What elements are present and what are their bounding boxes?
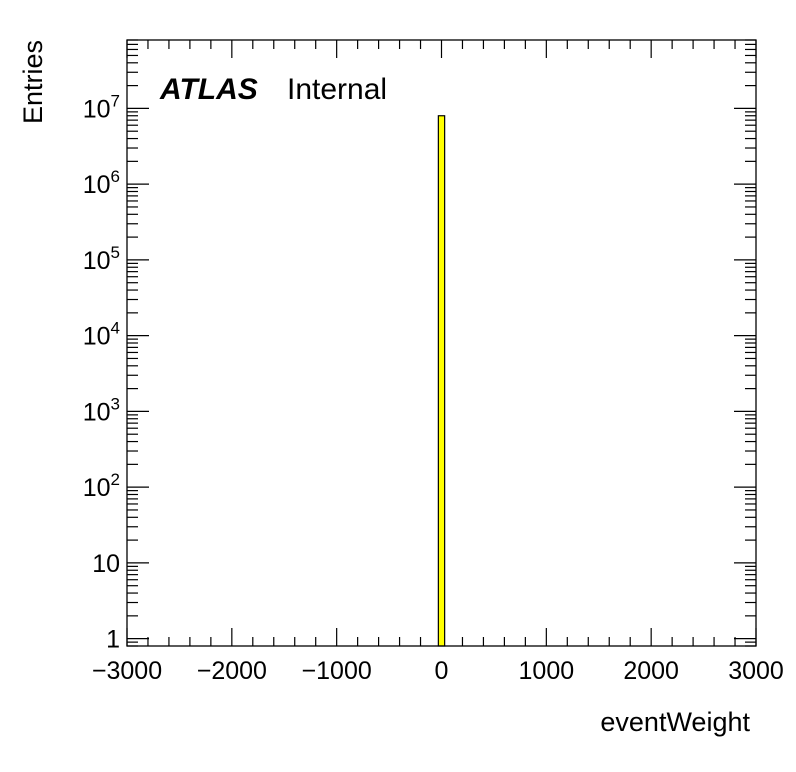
x-tick-label: −1000 [302, 657, 372, 685]
y-tick-label: 10 [92, 550, 120, 578]
x-tick-label: −3000 [92, 657, 162, 685]
histogram-bars [437, 115, 446, 647]
x-tick-labels: −3000 −2000 −1000 0 1000 2000 3000 [92, 657, 784, 685]
x-tick-label: 1000 [519, 657, 575, 685]
plot-frame [126, 39, 757, 647]
y-tick-label: 107 [83, 91, 120, 123]
y-axis-title: Entries [18, 40, 48, 124]
y-tick-label: 102 [83, 470, 120, 502]
y-tick-label: 1 [106, 626, 120, 654]
histogram-bar [437, 115, 446, 647]
x-axis-title: eventWeight [600, 707, 750, 737]
y-tick-label: 106 [83, 167, 120, 199]
y-tick-label: 104 [83, 319, 120, 351]
axis-ticks [126, 39, 757, 647]
x-tick-label: 2000 [623, 657, 679, 685]
internal-label: Internal [287, 73, 387, 106]
y-tick-label: 105 [83, 243, 120, 275]
x-tick-label: 3000 [728, 657, 784, 685]
x-tick-label: 0 [435, 657, 449, 685]
x-tick-label: −2000 [197, 657, 267, 685]
atlas-label: ATLAS [159, 73, 258, 106]
y-tick-label: 103 [83, 394, 120, 426]
y-tick-labels: 1 10 102 103 104 105 106 107 [83, 91, 120, 653]
